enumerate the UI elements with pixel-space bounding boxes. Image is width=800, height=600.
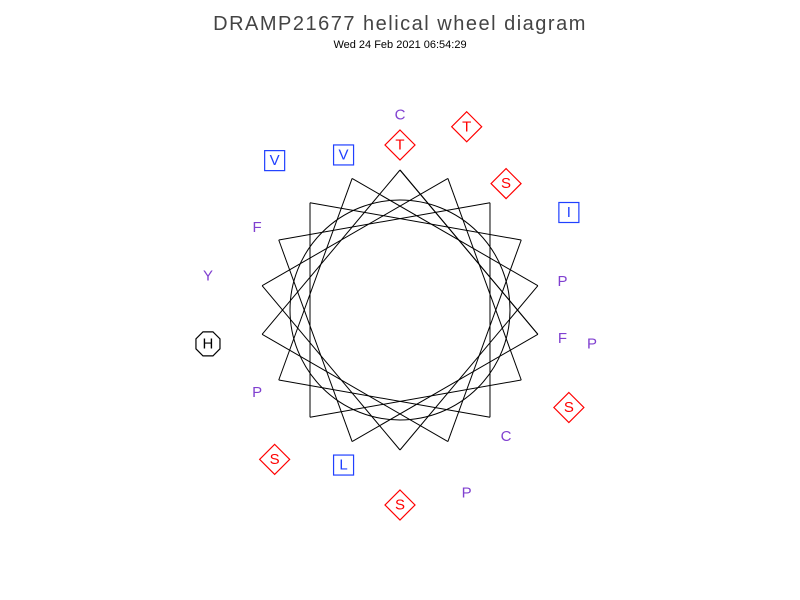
residue-letter: T [395, 137, 404, 154]
residue-13: S [260, 444, 290, 474]
wheel-inner-circle [290, 200, 510, 420]
residue-6: P [252, 384, 262, 401]
helical-wheel-diagram: DRAMP21677 helical wheel diagram Wed 24 F… [0, 0, 800, 600]
residue-3: F [253, 219, 262, 236]
residue-letter: I [567, 204, 571, 221]
residue-0: T [385, 130, 415, 160]
residue-letter: S [395, 497, 405, 514]
residue-4: S [491, 169, 521, 199]
residue-2: L [334, 455, 354, 475]
residue-letter: H [203, 335, 214, 352]
residue-17: H [196, 332, 220, 356]
residue-14: V [265, 151, 285, 171]
residue-letter: C [501, 428, 512, 445]
residue-10: Y [203, 268, 213, 285]
residue-letter: P [587, 335, 597, 352]
residue-18: C [395, 107, 406, 124]
residue-letter: P [557, 273, 567, 290]
residue-12: S [554, 393, 584, 423]
residue-8: P [557, 273, 567, 290]
residue-letter: S [501, 175, 511, 192]
residue-letter: T [462, 118, 471, 135]
residue-7: V [334, 145, 354, 165]
residue-letter: F [253, 219, 262, 236]
residue-19: P [587, 335, 597, 352]
residue-5: C [501, 428, 512, 445]
title: DRAMP21677 helical wheel diagram [213, 13, 587, 35]
residue-15: I [559, 203, 579, 223]
residue-letter: C [395, 107, 406, 124]
residue-letter: S [270, 451, 280, 468]
residue-letter: F [558, 330, 567, 347]
residue-letter: Y [203, 268, 213, 285]
wheel-edge [262, 334, 448, 441]
residue-16: P [462, 485, 472, 502]
residue-11: T [452, 112, 482, 142]
residue-letter: V [270, 152, 280, 169]
subtitle: Wed 24 Feb 2021 06:54:29 [333, 39, 466, 51]
residue-letter: P [252, 384, 262, 401]
residue-letter: L [339, 457, 347, 474]
residue-letter: S [564, 399, 574, 416]
residue-9: S [385, 490, 415, 520]
residue-letter: P [462, 485, 472, 502]
residue-1: F [558, 330, 567, 347]
residue-letter: V [339, 146, 349, 163]
